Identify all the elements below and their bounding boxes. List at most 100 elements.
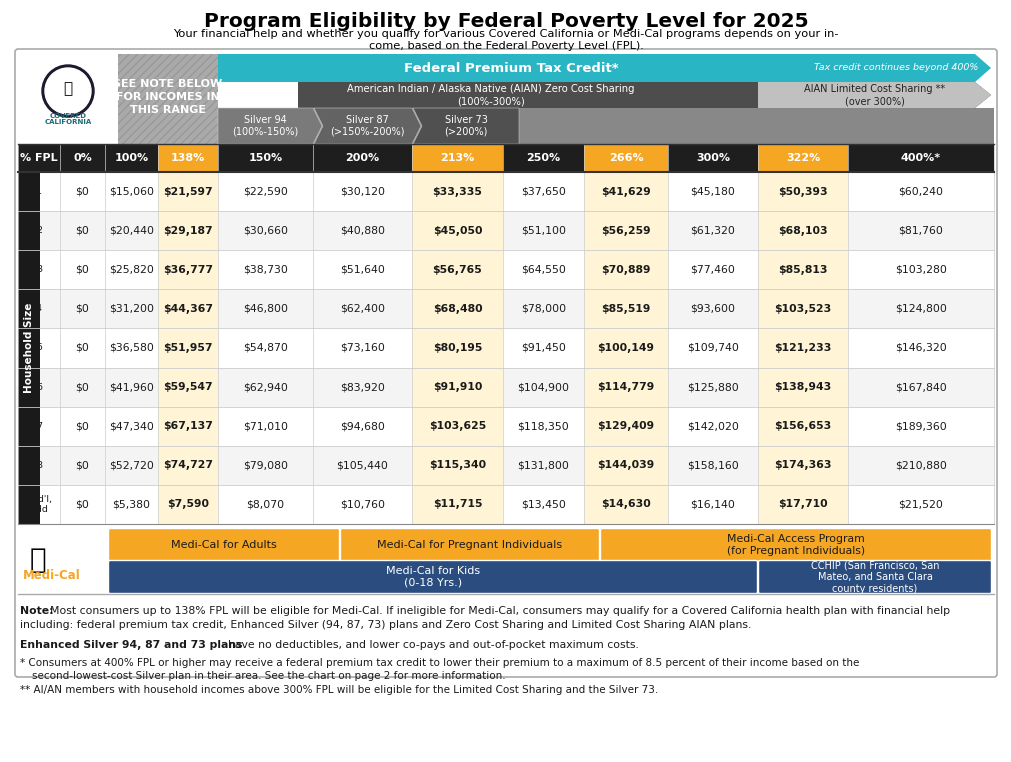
Bar	[411, 172, 502, 211]
Text: $114,779: $114,779	[596, 382, 654, 392]
Text: $158,160: $158,160	[686, 460, 738, 470]
Bar	[757, 172, 847, 211]
Bar	[411, 144, 502, 172]
Text: 213%: 213%	[440, 153, 474, 163]
Text: $29,187: $29,187	[163, 226, 212, 235]
Bar	[18, 144, 993, 172]
Text: * Consumers at 400% FPL or higher may receive a federal premium tax credit to lo: * Consumers at 400% FPL or higher may re…	[20, 658, 858, 668]
Bar	[411, 290, 502, 328]
Text: $44,367: $44,367	[163, 304, 212, 314]
Text: $79,080: $79,080	[243, 460, 288, 470]
Bar	[158, 446, 217, 485]
Text: $51,100: $51,100	[521, 226, 565, 235]
Bar	[158, 407, 217, 446]
Text: $8,070: $8,070	[247, 499, 284, 510]
Text: $37,650: $37,650	[521, 187, 565, 197]
Bar	[583, 485, 667, 524]
Text: $93,600: $93,600	[690, 304, 735, 314]
Polygon shape	[217, 54, 990, 82]
Polygon shape	[757, 82, 990, 108]
Polygon shape	[217, 108, 321, 144]
Text: $33,335: $33,335	[432, 187, 482, 197]
Text: $62,940: $62,940	[243, 382, 288, 392]
Text: 266%: 266%	[608, 153, 643, 163]
Text: $85,519: $85,519	[601, 304, 650, 314]
Text: $74,727: $74,727	[163, 460, 212, 470]
Text: 4: 4	[36, 304, 42, 313]
Text: CCHIP (San Francisco, San
Mateo, and Santa Clara
county residents): CCHIP (San Francisco, San Mateo, and San…	[810, 560, 938, 594]
Bar	[757, 367, 847, 407]
Text: 3: 3	[36, 265, 42, 274]
Text: $0: $0	[76, 382, 89, 392]
Text: $105,440: $105,440	[337, 460, 388, 470]
Text: $41,629: $41,629	[601, 187, 650, 197]
Text: Silver 94
(100%-150%): Silver 94 (100%-150%)	[233, 115, 298, 137]
Text: $15,060: $15,060	[109, 187, 154, 197]
Bar	[411, 367, 502, 407]
Text: $0: $0	[76, 421, 89, 431]
FancyBboxPatch shape	[108, 529, 339, 562]
Text: Silver 73
(>200%): Silver 73 (>200%)	[444, 115, 487, 137]
Text: $103,280: $103,280	[894, 264, 946, 275]
Text: $131,800: $131,800	[517, 460, 569, 470]
Text: 322%: 322%	[786, 153, 819, 163]
Bar	[158, 485, 217, 524]
Text: $85,813: $85,813	[777, 264, 827, 275]
FancyBboxPatch shape	[108, 561, 757, 594]
Text: $45,050: $45,050	[433, 226, 482, 235]
Text: Silver 87
(>150%-200%): Silver 87 (>150%-200%)	[330, 115, 404, 137]
Text: SEE NOTE BELOW
FOR INCOMES IN
THIS RANGE: SEE NOTE BELOW FOR INCOMES IN THIS RANGE	[113, 79, 222, 115]
Text: Most consumers up to 138% FPL will be eligible for Medi-Cal. If ineligible for M: Most consumers up to 138% FPL will be el…	[50, 606, 949, 616]
Bar	[757, 485, 847, 524]
Text: $71,010: $71,010	[243, 421, 288, 431]
Text: Note:: Note:	[20, 606, 54, 616]
Text: $36,777: $36,777	[163, 264, 212, 275]
Text: $83,920: $83,920	[340, 382, 384, 392]
Bar	[40, 211, 993, 250]
Text: $142,020: $142,020	[686, 421, 738, 431]
Bar	[118, 54, 217, 144]
Text: Medi-Cal for Adults: Medi-Cal for Adults	[171, 540, 277, 550]
Text: $62,400: $62,400	[340, 304, 384, 314]
Text: ** AI/AN members with household incomes above 300% FPL will be eligible for the : ** AI/AN members with household incomes …	[20, 685, 657, 695]
Text: $61,320: $61,320	[690, 226, 735, 235]
Text: $124,800: $124,800	[894, 304, 946, 314]
FancyBboxPatch shape	[15, 49, 996, 677]
Bar	[158, 172, 217, 211]
Bar	[158, 144, 217, 172]
Text: 5: 5	[36, 344, 42, 353]
Text: 👥: 👥	[64, 82, 73, 97]
Text: $156,653: $156,653	[773, 421, 831, 431]
Text: $40,880: $40,880	[340, 226, 384, 235]
Text: 400%*: 400%*	[900, 153, 940, 163]
Text: $78,000: $78,000	[521, 304, 565, 314]
Bar	[757, 328, 847, 367]
Text: $25,820: $25,820	[109, 264, 154, 275]
Text: $56,765: $56,765	[432, 264, 482, 275]
Text: 1: 1	[36, 187, 42, 196]
Text: $31,200: $31,200	[109, 304, 154, 314]
Text: $59,547: $59,547	[163, 382, 212, 392]
Text: $0: $0	[76, 343, 89, 353]
Bar	[18, 172, 40, 524]
FancyBboxPatch shape	[758, 561, 991, 594]
Text: $21,520: $21,520	[898, 499, 942, 510]
Text: $81,760: $81,760	[898, 226, 942, 235]
Bar	[40, 250, 993, 290]
Text: $41,960: $41,960	[109, 382, 154, 392]
Text: Your financial help and whether you qualify for various Covered California or Me: Your financial help and whether you qual…	[173, 29, 838, 39]
Text: $144,039: $144,039	[596, 460, 654, 470]
Text: $70,889: $70,889	[601, 264, 650, 275]
Text: 8: 8	[36, 461, 42, 470]
FancyBboxPatch shape	[340, 529, 599, 562]
Text: $14,630: $14,630	[601, 499, 650, 510]
Bar	[40, 290, 993, 328]
Text: $47,340: $47,340	[109, 421, 154, 431]
Bar	[40, 446, 993, 485]
Circle shape	[44, 68, 91, 114]
Bar	[158, 328, 217, 367]
Text: American Indian / Alaska Native (AIAN) Zero Cost Sharing
(100%-300%): American Indian / Alaska Native (AIAN) Z…	[347, 84, 634, 106]
Text: $80,195: $80,195	[433, 343, 481, 353]
Bar	[757, 290, 847, 328]
Text: $91,910: $91,910	[433, 382, 481, 392]
